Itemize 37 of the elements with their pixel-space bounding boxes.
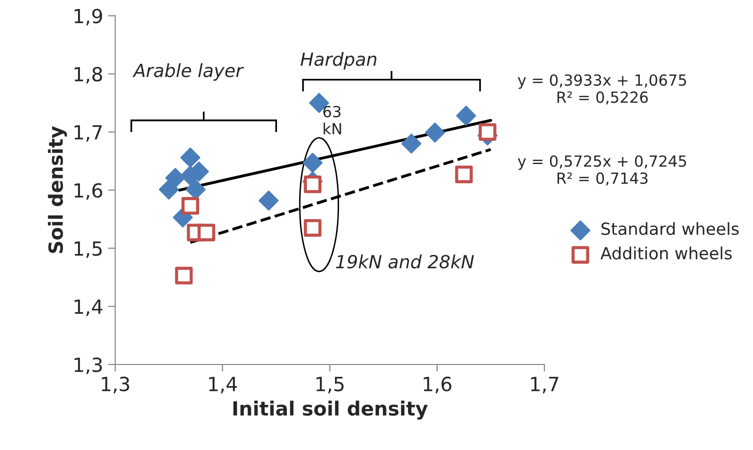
x-axis-title: Initial soil density <box>233 400 428 420</box>
x-tick-label: 1,7 <box>531 376 558 394</box>
y-tick-label: 1,8 <box>74 66 102 84</box>
annotation: Arable layer <box>132 63 244 81</box>
y-tick-label: 1,3 <box>74 357 102 374</box>
x-tick-label: 1,4 <box>209 376 237 394</box>
y-tick-label: 1,4 <box>74 300 102 316</box>
point <box>175 266 193 284</box>
point <box>401 134 422 154</box>
point <box>165 168 186 188</box>
point <box>182 197 200 215</box>
legend-label: Standard wheels <box>601 222 739 236</box>
x-tick-label: 1,3 <box>102 376 130 394</box>
point <box>456 106 476 126</box>
x-tick-label: 1,5 <box>316 376 344 394</box>
point <box>198 224 216 242</box>
y-axis-title: Soil density <box>48 126 67 254</box>
point <box>455 166 473 184</box>
point <box>302 152 323 173</box>
point <box>158 180 179 200</box>
point <box>424 122 445 143</box>
annotation: Hardpan <box>300 52 376 70</box>
y-tick-label: 1,7 <box>74 125 102 142</box>
legend-label: Addition wheels <box>600 246 732 260</box>
annotation: y = 0,5725x + 0,7245 R² = 0,7143 <box>518 155 686 186</box>
point <box>304 219 322 237</box>
y-tick-label: 1,9 <box>74 8 102 26</box>
annotation: 63 kN <box>323 106 342 134</box>
y-tick-label: 1,6 <box>74 183 102 200</box>
y-tick-label: 1,5 <box>74 241 102 258</box>
point <box>478 123 496 141</box>
annotation: 19kN and 28kN <box>336 254 474 268</box>
point <box>304 176 322 194</box>
point <box>258 190 279 211</box>
point <box>180 148 200 168</box>
annotation: y = 0,3933x + 1,0675 R² = 0,5226 <box>518 74 686 105</box>
x-tick-label: 1,6 <box>424 376 452 394</box>
